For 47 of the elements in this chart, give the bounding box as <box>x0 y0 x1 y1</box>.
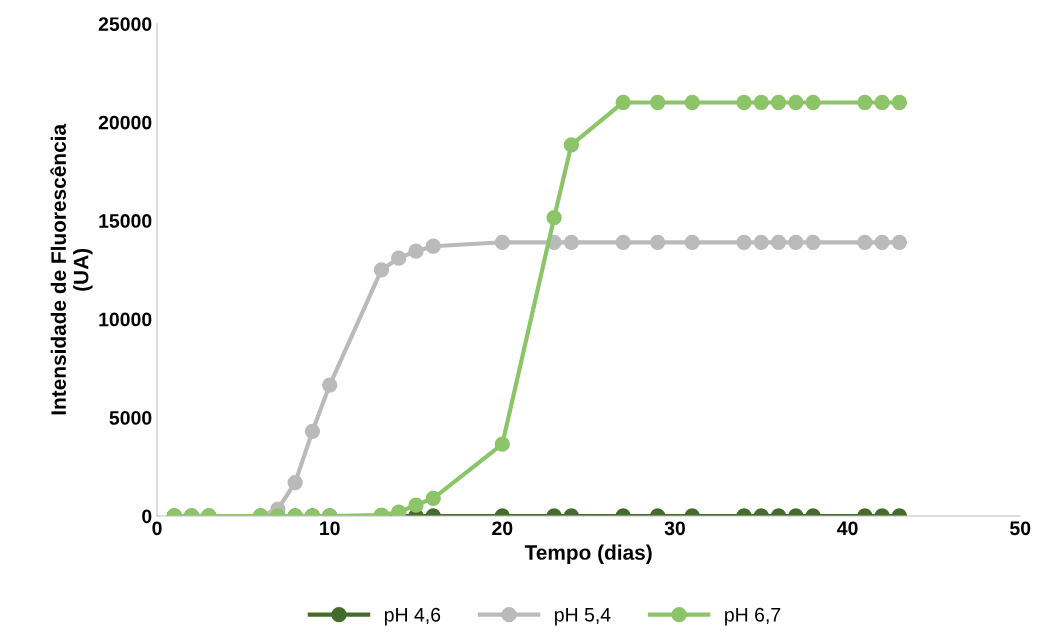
point <box>563 137 580 153</box>
point <box>615 94 631 111</box>
point <box>408 243 424 259</box>
point <box>770 94 787 111</box>
point <box>805 234 821 250</box>
y-tick-label: 25000 <box>98 17 152 31</box>
y-axis-title: Intensidade de Fluorescência (UA) <box>50 123 93 415</box>
y-tick-label: 0 <box>142 509 152 524</box>
y-tick-label: 20000 <box>98 115 152 130</box>
point <box>753 94 769 111</box>
x-tick-label: 10 <box>320 521 340 536</box>
point <box>494 234 510 250</box>
point <box>874 234 890 250</box>
point <box>425 238 441 254</box>
x-axis-title: Tempo (dias) <box>524 544 652 564</box>
point <box>546 210 562 226</box>
point <box>684 234 700 250</box>
point <box>753 234 769 250</box>
legend-label: pH 4,6 <box>384 607 441 626</box>
point <box>391 250 407 266</box>
point <box>891 94 908 111</box>
point <box>788 94 804 111</box>
point <box>650 234 666 250</box>
y-tick-label: 5000 <box>109 411 152 425</box>
legend-label: pH 6,7 <box>725 607 781 626</box>
point <box>650 94 666 111</box>
point <box>770 234 787 250</box>
x-tick-label: 40 <box>837 521 858 536</box>
point <box>788 234 804 250</box>
x-tick-label: 50 <box>1010 521 1031 536</box>
x-tick-label: 30 <box>664 521 685 536</box>
point <box>891 234 908 250</box>
y-tick-label: 15000 <box>99 214 152 228</box>
point <box>684 94 700 111</box>
point <box>736 94 752 111</box>
legend-label: pH 5,4 <box>555 608 611 626</box>
point <box>805 94 821 111</box>
point <box>736 234 752 250</box>
y-tick-label: 10000 <box>99 312 152 327</box>
point <box>857 234 873 250</box>
x-tick-label: 0 <box>152 521 162 536</box>
point <box>373 262 390 278</box>
point <box>874 94 890 111</box>
point <box>563 234 580 250</box>
point <box>615 234 631 250</box>
point <box>857 94 873 111</box>
x-tick-label: 20 <box>492 521 513 536</box>
